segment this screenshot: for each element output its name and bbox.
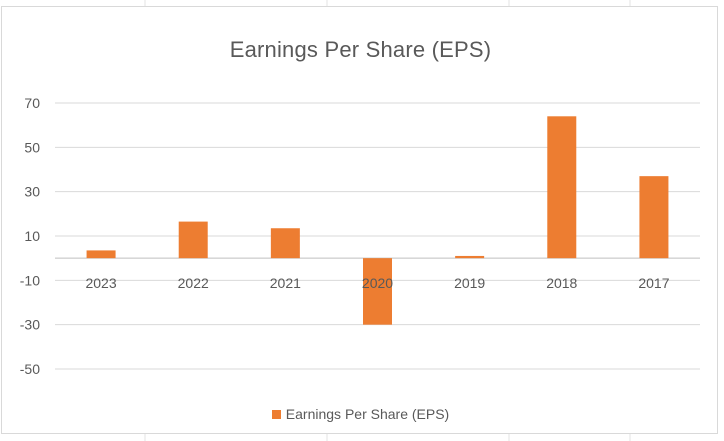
x-tick-label: 2021 [270,275,301,291]
x-tick-label: 2020 [362,275,393,291]
y-tick-label: -30 [20,317,40,333]
bar[interactable] [455,255,485,259]
bar[interactable] [178,221,208,259]
legend[interactable]: Earnings Per Share (EPS) [2,406,719,422]
plot-area[interactable]: 70 50 30 10 -10 -30 -50 2023 2022 2021 2020 2019 201… [2,7,719,435]
y-tick-label: 70 [24,95,40,111]
chart-area[interactable]: Earnings Per Share (EPS) 70 50 30 10 -10 -30 -… [1,6,718,434]
y-tick-label: 10 [24,228,40,244]
y-tick-label: -10 [20,272,40,288]
chart-title[interactable]: Earnings Per Share (EPS) [229,37,492,62]
legend-swatch [271,409,281,419]
x-tick-label: 2022 [178,275,209,291]
bar[interactable] [363,258,392,325]
y-tick-label: -50 [20,361,40,377]
legend-label: Earnings Per Share (EPS) [285,406,450,422]
bar[interactable] [639,176,669,259]
y-tick-label: 30 [24,184,40,200]
y-tick-label: 50 [24,139,40,155]
x-tick-label: 2023 [85,275,116,291]
x-tick-label: 2019 [454,275,485,291]
bar[interactable] [270,228,300,259]
x-tick-label: 2018 [546,275,577,291]
bar[interactable] [547,116,577,259]
x-tick-label: 2017 [638,275,669,291]
bar[interactable] [86,250,116,259]
